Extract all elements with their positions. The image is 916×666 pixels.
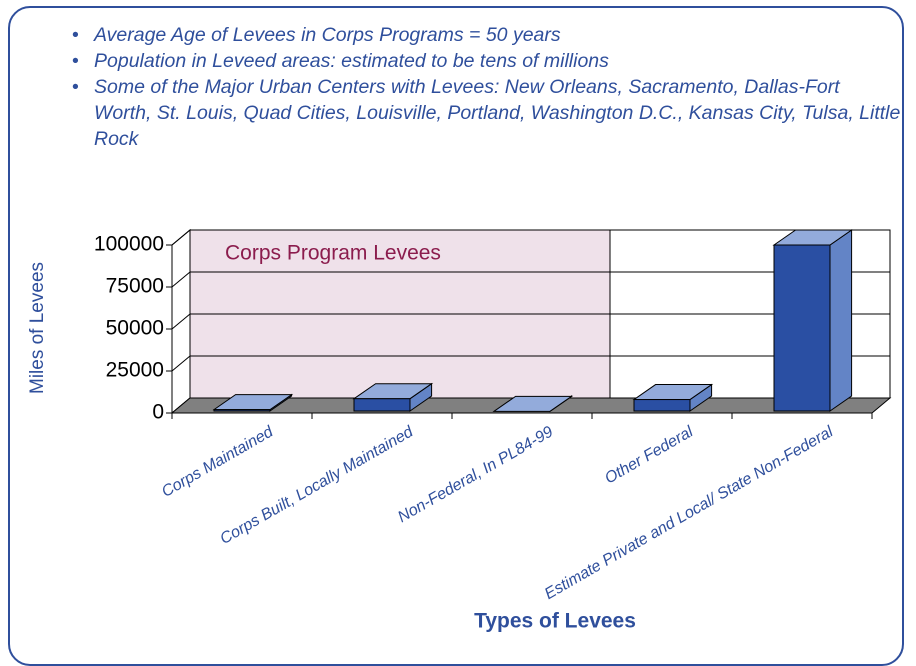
bullet: Average Age of Levees in Corps Programs … [72, 22, 902, 48]
y-tick-label: 100000 [94, 233, 164, 256]
x-tick-label: Estimate Private and Local/ State Non-Fe… [542, 423, 837, 603]
y-tick-label: 0 [152, 401, 164, 424]
x-tick-label: Non-Federal, In PL84-99 [395, 423, 556, 526]
grid-line [171, 271, 890, 288]
y-tick-label: 75000 [106, 275, 164, 298]
x-tick-label: Corps Maintained [159, 423, 277, 501]
x-tick-label: Other Federal [602, 423, 696, 487]
region-label: Corps Program Levees [225, 242, 441, 265]
bar [353, 398, 411, 412]
grid-line [171, 355, 890, 372]
bullet: Some of the Major Urban Centers with Lev… [72, 74, 902, 152]
bar [213, 409, 271, 412]
chart: Types of Levees Miles of Levees Corps Pr… [27, 228, 892, 633]
bar-side [829, 229, 853, 412]
y-axis-title: Miles of Levees [27, 262, 48, 394]
bullet-list: Average Age of Levees in Corps Programs … [72, 22, 902, 152]
bar-top [492, 395, 574, 412]
grid-line [171, 313, 890, 330]
bar [633, 399, 691, 412]
grid-line [171, 229, 890, 246]
y-tick-label: 25000 [106, 359, 164, 382]
bar [773, 244, 831, 412]
bullet: Population in Leveed areas: estimated to… [72, 48, 902, 74]
y-tick-label: 50000 [106, 317, 164, 340]
x-axis-title: Types of Levees [474, 610, 636, 633]
